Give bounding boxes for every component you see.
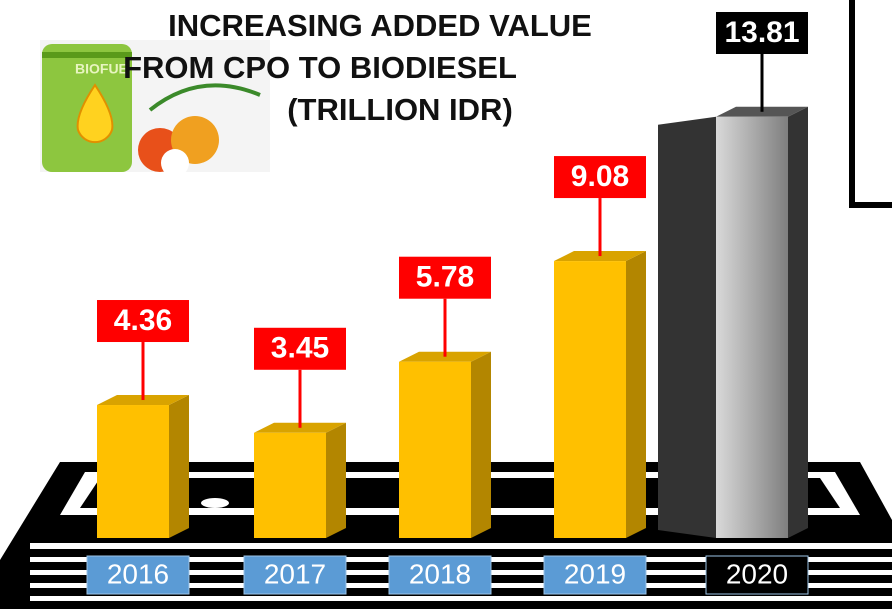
category-box xyxy=(705,555,809,595)
bars: 4.36 2016 3.45 2017 5.78 2018 9.08 2019 13.81 202… xyxy=(86,12,809,595)
bar xyxy=(399,361,471,538)
frame xyxy=(849,0,892,208)
bar-side xyxy=(658,116,716,539)
category-box xyxy=(243,555,347,595)
category-box xyxy=(543,555,647,595)
x-tick-label: 2019 xyxy=(564,558,626,589)
bar-side xyxy=(326,422,346,538)
value-label: 5.78 xyxy=(416,261,474,294)
bar xyxy=(254,432,326,538)
value-label-box xyxy=(97,300,189,343)
bar xyxy=(716,116,788,539)
value-label: 4.36 xyxy=(114,304,172,337)
value-label: 13.81 xyxy=(724,16,799,49)
bar-side xyxy=(626,251,646,538)
value-label-box xyxy=(554,156,646,199)
value-label: 9.08 xyxy=(571,160,629,193)
chart-title: FROM CPO TO BIODIESEL xyxy=(123,50,517,85)
bar xyxy=(97,405,169,538)
chart-title: INCREASING ADDED VALUE xyxy=(168,8,592,43)
x-tick-label: 2018 xyxy=(409,558,471,589)
category-box xyxy=(86,555,190,595)
icon-text: BIOFUE xyxy=(75,61,128,77)
bar-side xyxy=(788,106,808,539)
x-tick-label: 2020 xyxy=(726,558,788,589)
biofuel-icon: BIOFUE xyxy=(40,40,270,177)
value-label: 3.45 xyxy=(271,332,329,365)
value-label-box xyxy=(399,256,491,299)
bar-side xyxy=(169,395,189,538)
bar-side xyxy=(471,351,491,538)
x-tick-label: 2017 xyxy=(264,558,326,589)
value-label-box xyxy=(716,12,808,54)
x-tick-label: 2016 xyxy=(107,558,169,589)
bar xyxy=(554,261,626,538)
value-label-box xyxy=(254,327,346,370)
category-box xyxy=(388,555,492,595)
chart-subtitle: (TRILLION IDR) xyxy=(287,92,513,127)
